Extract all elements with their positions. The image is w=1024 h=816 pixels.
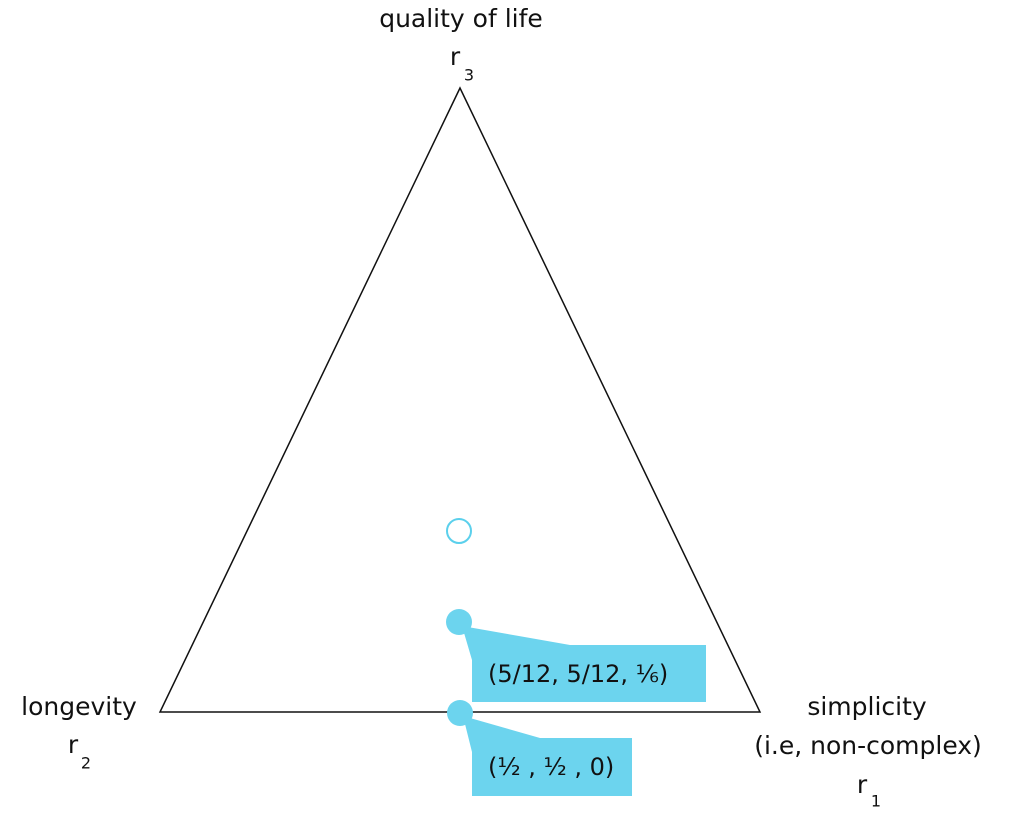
vertex-var: r xyxy=(857,770,868,799)
callout-pointer xyxy=(462,626,570,660)
callout-pointer xyxy=(463,716,540,752)
vertex-label: quality of life xyxy=(379,4,543,33)
callout-box xyxy=(472,738,632,796)
point-label: (5/12, 5/12, ⅙) xyxy=(488,660,668,688)
point xyxy=(446,609,472,635)
vertex-label: longevity xyxy=(21,692,137,721)
vertex-var: r xyxy=(68,730,79,759)
callout-box xyxy=(472,645,706,702)
vertex-sub: 1 xyxy=(871,792,881,811)
vertex-sub: 3 xyxy=(464,66,474,85)
vertex-var: r xyxy=(450,42,461,71)
point xyxy=(447,700,473,726)
vertex-sub: 2 xyxy=(81,754,91,773)
vertex-label: simplicity xyxy=(807,692,927,721)
point-label: (½ , ½ , 0) xyxy=(488,753,614,781)
open-point xyxy=(446,518,472,544)
vertex-note: (i.e, non-complex) xyxy=(754,731,982,760)
